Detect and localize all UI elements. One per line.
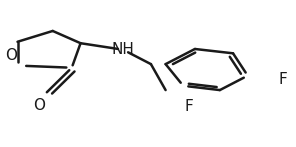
Text: O: O bbox=[33, 98, 46, 113]
Text: F: F bbox=[185, 99, 193, 114]
Text: O: O bbox=[5, 47, 17, 62]
Text: NH: NH bbox=[112, 42, 134, 57]
Text: F: F bbox=[279, 72, 287, 87]
